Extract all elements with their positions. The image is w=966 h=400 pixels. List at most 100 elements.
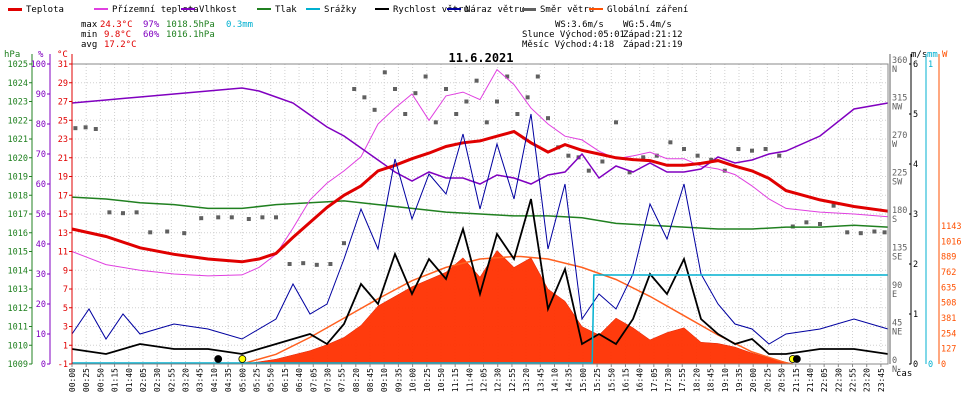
winddir-point — [274, 215, 278, 220]
humidity-axis-label: 30 — [36, 270, 46, 280]
series-lines — [71, 68, 889, 364]
x-tick-label: 10:50 — [437, 368, 446, 392]
gust-line — [71, 113, 889, 345]
stat-rain: 0.3mm — [226, 20, 253, 30]
x-tick-label: 16:15 — [621, 368, 630, 392]
temperature-axis-label: 27 — [58, 98, 68, 108]
winddir-point — [287, 262, 292, 266]
winddir-point — [165, 229, 170, 234]
temperature-axis-label: 3 — [63, 323, 68, 333]
winddir-point — [73, 126, 78, 131]
temperature-axis-label: 15 — [58, 210, 68, 220]
x-tick-label: 05:25 — [252, 368, 261, 392]
radiation-axis-label: 762 — [941, 268, 956, 278]
temperature-axis-label: 19 — [58, 173, 68, 183]
markers — [214, 355, 801, 363]
temperature-axis-label: 23 — [58, 135, 68, 145]
winddir-point — [546, 116, 550, 121]
humidity-axis-label: 0 — [41, 360, 46, 370]
winddir-axis-label: 270 — [892, 131, 907, 141]
pressure-line — [71, 196, 889, 230]
winddir-axis-label: 180 — [892, 206, 907, 216]
x-tick-label: 14:10 — [551, 368, 560, 392]
winddir-point — [454, 112, 459, 116]
pressure-axis-label: 1019 — [8, 173, 28, 183]
legend-label: Globální záření — [607, 5, 688, 15]
astro-block: WS:3.6m/s WG:5.4m/s Slunce Východ:05:01 … — [522, 20, 683, 50]
x-tick-label: 23:45 — [877, 368, 886, 392]
x-tick-label: 20:00 — [749, 368, 758, 392]
stat-max-press: 1018.5hPa — [166, 20, 215, 30]
winddir-point — [872, 229, 877, 234]
pressure-axis-label: 1024 — [8, 79, 28, 89]
winddir-axis-label: 135 — [892, 244, 907, 254]
x-tick-label: 12:30 — [494, 368, 503, 392]
sun-set: Západ:21:12 — [623, 30, 683, 40]
pressure-axis-label: 1017 — [8, 210, 28, 220]
winddir-point — [403, 112, 408, 116]
x-tick-label: 01:15 — [111, 368, 120, 392]
winddir-point — [83, 125, 88, 130]
radiation-axis-label: 254 — [941, 329, 956, 339]
temperature-axis-label: -1 — [58, 360, 68, 370]
pressure-axis-label: 1018 — [8, 191, 28, 201]
winddir-axis-label: 315 — [892, 94, 907, 104]
temperature-axis-label: 11 — [58, 248, 68, 258]
winddir-point — [199, 216, 204, 221]
winddir-point — [495, 99, 499, 104]
stat-min-hum: 60% — [143, 30, 160, 40]
pressure-axis-label: 1016 — [8, 229, 28, 239]
x-tick-label: 18:45 — [707, 368, 716, 392]
legend-item-prizemni-teplota: Přízemní teplota — [94, 5, 199, 15]
legend-item-tlak: Tlak — [257, 5, 297, 15]
humidity-axis-label: 10 — [36, 330, 46, 340]
winddir-point — [107, 210, 112, 215]
x-tick-label: 00:00 — [68, 368, 77, 392]
legend-label: Vlhkost — [199, 5, 237, 15]
pressure-axis-label: 1010 — [8, 341, 28, 351]
x-tick-label: 02:55 — [167, 368, 176, 392]
winddir-point — [342, 241, 346, 246]
x-tick-label: 21:15 — [792, 368, 801, 392]
pressure-axis-label: 1022 — [8, 116, 28, 126]
x-tick-label: 11:15 — [451, 368, 460, 392]
temperature-axis-label: 21 — [58, 154, 68, 164]
winddir-point — [535, 74, 540, 79]
x-tick-label: 05:00 — [238, 368, 247, 392]
stat-min-temp: 9.8°C — [104, 30, 131, 40]
humidity-axis-label: 50 — [36, 210, 46, 220]
x-tick-label: 03:45 — [196, 368, 205, 392]
winddir-point — [525, 95, 530, 100]
x-tick-label: 20:50 — [778, 368, 787, 392]
unit-mm: mm — [927, 50, 938, 60]
stat-min-press: 1016.1hPa — [166, 30, 215, 40]
winddir-point — [393, 87, 397, 91]
wind-axis-label: 1 — [913, 310, 918, 320]
humidity-axis-label: 70 — [36, 150, 46, 160]
winddir-point — [423, 74, 428, 79]
x-tick-label: 09:35 — [394, 368, 403, 392]
x-tick-label: 15:00 — [579, 368, 588, 392]
winddir-point — [382, 70, 387, 75]
temperature-axis-label: 29 — [58, 79, 68, 89]
x-tick-label: 19:35 — [735, 368, 744, 392]
winddir-axis-dir: N — [892, 65, 897, 75]
x-tick-label: 04:10 — [210, 368, 219, 392]
x-tick-label: 22:55 — [849, 368, 858, 392]
x-tick-label: 07:30 — [323, 368, 332, 392]
temperature-axis-label: 25 — [58, 116, 68, 126]
rain-axis-label: 0 — [928, 360, 933, 370]
sun-rise: Slunce Východ:05:01 — [522, 30, 625, 40]
winddir-axis-dir: S — [892, 215, 897, 225]
winddir-axis-label: 360 — [892, 56, 907, 66]
temperature-axis-label: 7 — [63, 285, 68, 295]
stat-max-temp: 24.3°C — [100, 20, 133, 30]
winddir-point — [301, 261, 306, 266]
winddir-point — [682, 147, 686, 151]
x-tick-label: 09:10 — [380, 368, 389, 392]
unit-hpa: hPa — [4, 50, 20, 60]
x-tick-label: 17:05 — [650, 368, 659, 392]
pressure-axis-label: 1012 — [8, 304, 28, 314]
legend-item-globalni-zareni: Globální záření — [589, 5, 688, 15]
